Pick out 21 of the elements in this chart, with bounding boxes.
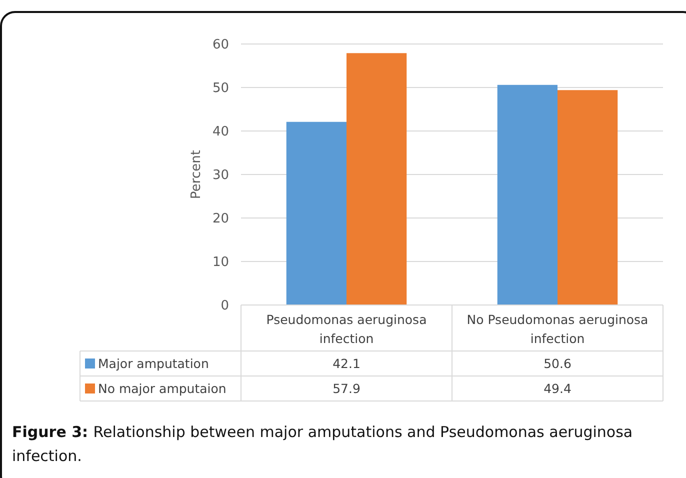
y-tick-label: 40 (212, 124, 229, 140)
data-label: 50.6 (544, 356, 572, 371)
x-tick-label: No Pseudomonas aeruginosa infection (466, 312, 648, 346)
y-tick-label: 30 (212, 168, 229, 184)
x-tick-label: Pseudomonas aeruginosa infection (266, 312, 427, 346)
y-tick-label: 60 (212, 38, 229, 53)
caption: Figure 3: Relationship between major amputations and Pseudomonas aeruginosa infection. (12, 423, 633, 465)
data-label: 57.9 (332, 380, 360, 396)
bar (497, 84, 558, 305)
bar (286, 122, 346, 305)
y-tick-label: 20 (212, 212, 229, 227)
y-tick-label: 10 (212, 255, 229, 270)
y-axis-title: Percent (189, 150, 204, 199)
bar (346, 53, 407, 305)
bar (558, 90, 618, 305)
data-label: 49.4 (544, 380, 572, 396)
legend-label: No major amputaion (98, 380, 226, 396)
y-tick-label: 50 (212, 81, 229, 96)
legend-label: Major amputation (98, 356, 209, 371)
data-label: 42.1 (332, 356, 360, 371)
y-tick-label: 0 (220, 298, 229, 314)
